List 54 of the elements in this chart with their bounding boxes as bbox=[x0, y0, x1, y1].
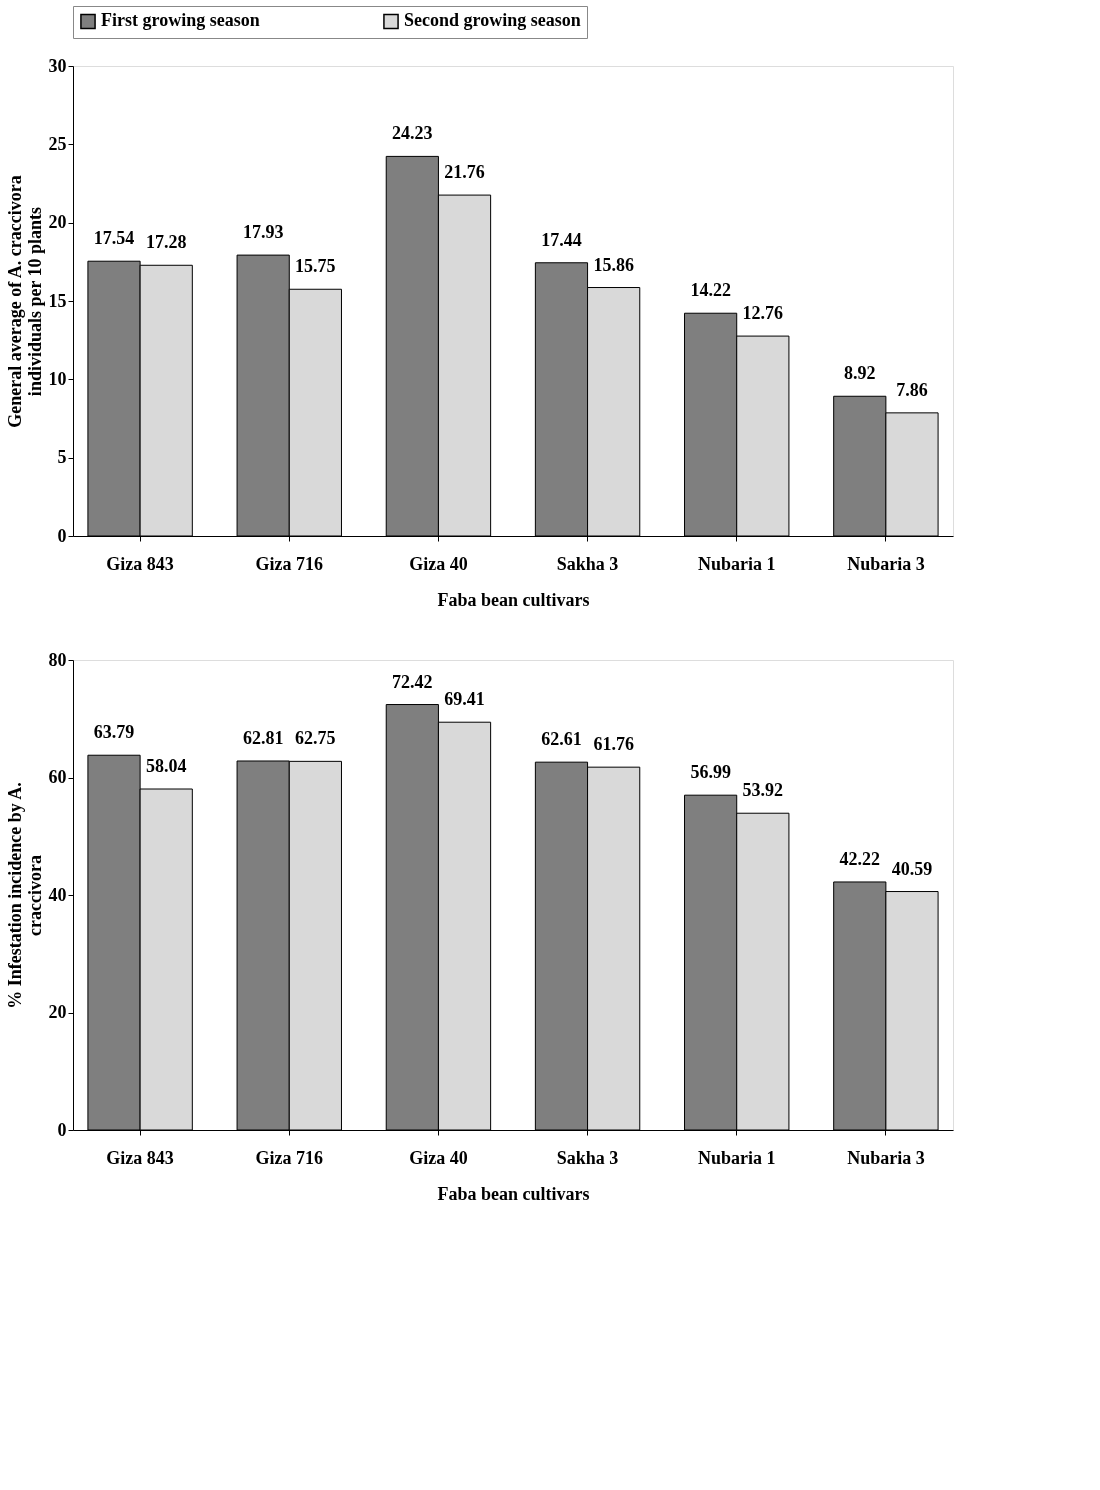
data-label: 42.22 bbox=[839, 848, 881, 869]
y-tick-label: 30 bbox=[48, 55, 67, 76]
data-label: 8.92 bbox=[844, 363, 876, 384]
y-tick-label: 80 bbox=[48, 649, 67, 670]
data-label: 62.75 bbox=[295, 728, 336, 749]
data-label: 56.99 bbox=[690, 762, 731, 783]
data-label: 15.75 bbox=[295, 256, 336, 277]
x-tick-label: Sakha 3 bbox=[556, 1147, 619, 1168]
data-label: 61.76 bbox=[593, 734, 634, 755]
y-axis-title: % Infestation incidence by A. craccivora bbox=[4, 782, 45, 1009]
x-tick-label: Giza 40 bbox=[409, 553, 468, 574]
y-tick-label: 5 bbox=[57, 447, 67, 468]
data-label: 58.04 bbox=[145, 756, 187, 777]
x-tick-label: Giza 716 bbox=[255, 553, 324, 574]
x-axis-title: Faba bean cultivars bbox=[437, 589, 590, 610]
data-label: 53.92 bbox=[742, 780, 784, 801]
data-label: 63.79 bbox=[93, 722, 135, 743]
y-tick-label: 40 bbox=[48, 884, 67, 905]
x-tick-label: Giza 843 bbox=[106, 1147, 174, 1168]
data-label: 69.41 bbox=[444, 689, 485, 710]
x-tick-label: Giza 40 bbox=[409, 1147, 468, 1168]
x-tick-label: Giza 716 bbox=[255, 1147, 324, 1168]
data-label: 17.28 bbox=[145, 232, 187, 253]
data-label: 12.76 bbox=[742, 303, 784, 324]
y-tick-label: 0 bbox=[57, 525, 67, 546]
y-tick-label: 20 bbox=[48, 212, 67, 233]
data-label: 62.81 bbox=[242, 727, 284, 748]
x-tick-label: Nubaria 3 bbox=[847, 1147, 925, 1168]
data-label: 15.86 bbox=[593, 254, 634, 275]
x-tick-label: Sakha 3 bbox=[556, 553, 619, 574]
data-label: 62.61 bbox=[541, 729, 582, 750]
data-label: 14.22 bbox=[690, 280, 731, 301]
y-tick-label: 15 bbox=[48, 290, 67, 311]
data-label: 17.93 bbox=[242, 222, 284, 243]
legend-label: Second growing season bbox=[404, 10, 581, 31]
x-tick-label: Nubaria 1 bbox=[697, 553, 776, 574]
y-tick-label: 20 bbox=[48, 1002, 67, 1022]
data-label: 7.86 bbox=[896, 379, 928, 400]
data-label: 21.76 bbox=[444, 162, 485, 183]
legend-label: First growing season bbox=[101, 10, 260, 31]
x-tick-label: Nubaria 3 bbox=[847, 553, 925, 574]
x-tick-label: Giza 843 bbox=[106, 553, 174, 574]
y-axis-title: General average of A. craccivora individuals per 10 plants bbox=[4, 175, 45, 428]
data-label: 40.59 bbox=[891, 858, 933, 879]
x-axis-title: Faba bean cultivars bbox=[437, 1183, 590, 1204]
y-tick-label: 60 bbox=[48, 767, 67, 787]
y-tick-label: 25 bbox=[48, 133, 67, 154]
data-label: 17.44 bbox=[541, 229, 582, 250]
y-tick-label: 10 bbox=[48, 368, 67, 389]
data-label: 72.42 bbox=[392, 671, 433, 692]
y-tick-label: 0 bbox=[57, 1119, 67, 1140]
data-label: 24.23 bbox=[392, 123, 433, 144]
data-label: 17.54 bbox=[93, 228, 135, 249]
x-tick-label: Nubaria 1 bbox=[697, 1147, 776, 1168]
